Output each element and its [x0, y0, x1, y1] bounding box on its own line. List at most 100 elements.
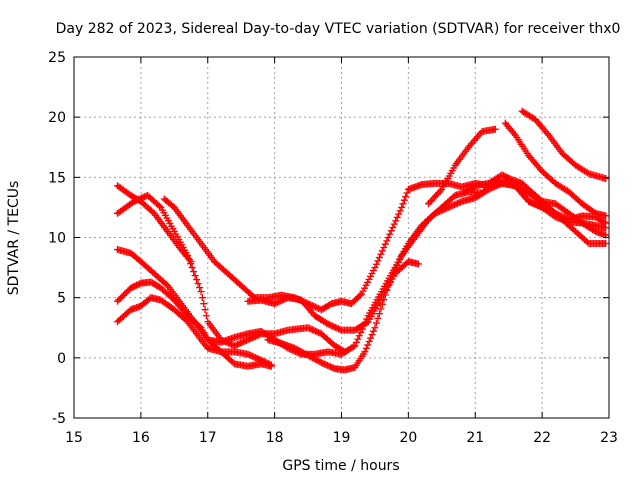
x-tick-label: 23: [600, 430, 618, 446]
data-point-marker: [374, 314, 382, 322]
data-point-marker: [377, 250, 385, 258]
data-point-marker: [196, 284, 204, 292]
data-point-marker: [381, 291, 389, 299]
data-point-marker: [383, 286, 391, 294]
data-point-marker: [393, 262, 401, 270]
data-point-marker: [380, 244, 388, 252]
data-point-marker: [414, 260, 422, 268]
x-tick-label: 16: [132, 430, 150, 446]
grid-lines: [74, 57, 609, 418]
y-tick-label: 10: [48, 231, 66, 247]
data-point-marker: [384, 282, 392, 290]
data-point-marker: [378, 300, 386, 308]
data-point-marker: [349, 343, 357, 351]
data-point-marker: [352, 338, 360, 346]
data-point-marker: [194, 280, 202, 288]
series-track-c: [160, 179, 610, 314]
series-track-f: [113, 294, 275, 369]
data-point-marker: [602, 212, 610, 220]
x-tick-label: 22: [533, 430, 551, 446]
data-point-marker: [351, 342, 359, 350]
data-point-marker: [191, 272, 199, 280]
data-point-marker: [190, 268, 198, 276]
data-point-marker: [389, 223, 397, 231]
x-tick-label: 18: [266, 430, 284, 446]
y-tick-label: 5: [57, 291, 66, 307]
data-point-marker: [201, 306, 209, 314]
data-point-marker: [363, 319, 371, 327]
data-point-marker: [155, 202, 163, 210]
data-point-marker: [375, 254, 383, 262]
y-tick-label: 25: [48, 50, 66, 66]
x-tick-label: 20: [399, 430, 417, 446]
data-point-marker: [390, 220, 398, 228]
data-point-marker: [491, 125, 499, 133]
data-point-marker: [193, 276, 201, 284]
data-point-marker: [372, 319, 380, 327]
data-point-marker: [367, 334, 375, 342]
data-point-marker: [396, 207, 404, 215]
data-point-marker: [365, 338, 373, 346]
data-point-marker: [384, 234, 392, 241]
data-point-marker: [583, 169, 591, 177]
data-point-marker: [370, 327, 378, 335]
data-point-marker: [266, 360, 274, 368]
data-point-marker: [602, 224, 610, 232]
data-point-marker: [356, 291, 364, 299]
series-track-j: [461, 171, 610, 239]
data-point-marker: [393, 213, 401, 221]
data-point-marker: [371, 264, 379, 272]
data-point-marker: [400, 196, 408, 204]
series-track-i: [424, 125, 499, 208]
data-point-marker: [371, 324, 379, 332]
data-point-marker: [402, 193, 410, 201]
data-point-marker: [386, 230, 394, 238]
data-point-marker: [196, 322, 204, 330]
data-point-marker: [389, 272, 397, 280]
y-tick-label: 15: [48, 170, 66, 186]
data-point-marker: [602, 240, 610, 248]
data-point-marker: [202, 312, 210, 320]
y-tick-label: -5: [52, 411, 66, 427]
data-point-marker: [396, 255, 404, 263]
y-tick-label: 20: [48, 110, 66, 126]
data-point-marker: [372, 260, 380, 268]
plot-data: [113, 107, 610, 374]
data-point-marker: [392, 217, 400, 225]
data-point-marker: [377, 305, 385, 313]
data-point-marker: [387, 275, 395, 283]
data-point-marker: [380, 296, 388, 304]
data-point-marker: [381, 240, 389, 248]
data-point-marker: [198, 294, 206, 302]
tick-labels: 15 16 17 18 19 20 21 22 23 -5 0 5 10 15 20 25: [48, 50, 618, 446]
data-point-marker: [436, 187, 444, 195]
data-point-marker: [197, 288, 205, 296]
x-tick-label: 19: [333, 430, 351, 446]
x-tick-label: 17: [199, 430, 217, 446]
x-axis-label: GPS time / hours: [282, 458, 399, 474]
data-point-marker: [187, 258, 195, 266]
series-track-b: [113, 182, 195, 266]
data-point-marker: [355, 332, 363, 340]
data-point-marker: [395, 210, 403, 218]
data-point-marker: [387, 227, 395, 235]
data-point-marker: [368, 331, 376, 339]
data-point-marker: [390, 268, 398, 276]
x-tick-label: 21: [466, 430, 484, 446]
data-point-marker: [395, 258, 403, 266]
axis-ticks: [73, 56, 610, 419]
data-point-marker: [357, 328, 365, 336]
data-point-marker: [375, 310, 383, 318]
data-point-marker: [399, 200, 407, 208]
series-track-l: [518, 107, 610, 183]
data-point-marker: [403, 189, 411, 197]
data-point-marker: [583, 238, 591, 246]
data-point-marker: [362, 344, 370, 352]
data-point-marker: [386, 278, 394, 286]
series-track-g: [244, 258, 422, 334]
data-point-marker: [378, 247, 386, 255]
data-point-marker: [188, 264, 196, 272]
y-tick-label: 0: [57, 351, 66, 367]
